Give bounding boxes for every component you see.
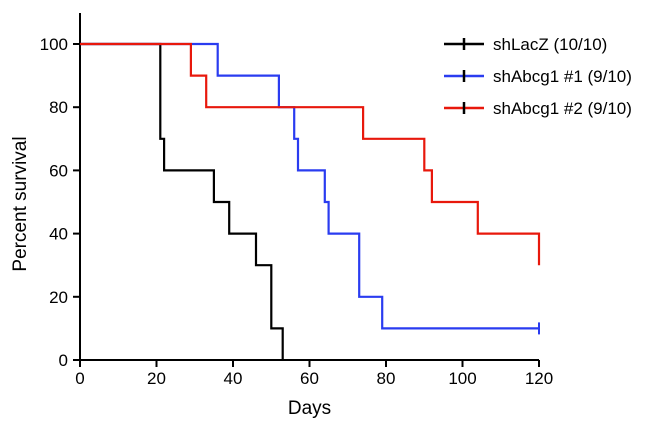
series-line-1 [80, 42, 284, 360]
x-axis-title: Days [288, 398, 331, 419]
legend-label-1: shLacZ (10/10) [493, 35, 607, 54]
axes: 0 20 40 60 80 100 0 20 40 60 80 100 120 [40, 13, 553, 388]
x-tick-label: 120 [525, 369, 553, 388]
series-line-2 [80, 42, 539, 330]
y-tick-label: 40 [49, 225, 68, 244]
series-line-3 [80, 42, 541, 266]
x-tick-label: 60 [300, 369, 319, 388]
y-tick-label: 60 [49, 161, 68, 180]
y-axis-title: Percent survival [10, 136, 31, 271]
y-tick-label: 20 [49, 288, 68, 307]
legend-label-3: shAbcg1 #2 (9/10) [493, 99, 632, 118]
x-tick-label: 0 [75, 369, 84, 388]
legend: shLacZ (10/10) shAbcg1 #1 (9/10) shAbcg1 #… [444, 35, 632, 118]
x-tick-label: 40 [224, 369, 243, 388]
x-tick-label: 20 [147, 369, 166, 388]
y-tick-label: 80 [49, 98, 68, 117]
x-tick-label: 80 [377, 369, 396, 388]
y-tick-label: 100 [40, 35, 68, 54]
x-tick-label: 100 [448, 369, 476, 388]
series-layer [80, 42, 541, 360]
y-tick-label: 0 [59, 351, 68, 370]
legend-label-2: shAbcg1 #1 (9/10) [493, 67, 632, 86]
